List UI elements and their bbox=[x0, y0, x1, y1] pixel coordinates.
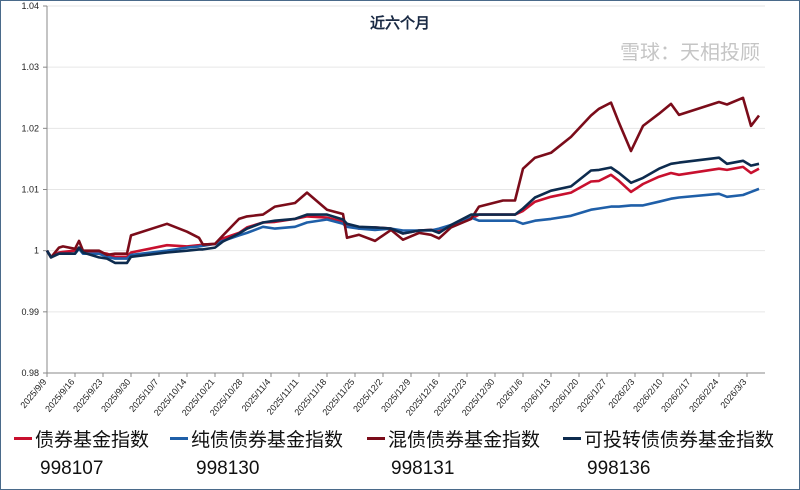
series-line bbox=[45, 165, 760, 259]
legend-label: 纯债债券基金指数 bbox=[191, 429, 344, 451]
series-code: 998131 bbox=[391, 458, 455, 479]
legend-swatch bbox=[14, 437, 32, 440]
legend: 债券基金指数 纯债债券基金指数 混债债券基金指数 可投转债债券基金指数 bbox=[0, 425, 800, 455]
legend-item-mixed-bond: 混债债券基金指数 bbox=[367, 425, 540, 452]
series-line bbox=[45, 96, 761, 259]
chart-title: 近六个月 bbox=[370, 14, 430, 32]
series-code: 998107 bbox=[40, 458, 104, 479]
series-code: 998130 bbox=[196, 458, 260, 479]
x-tick-label: 2026/3/3 bbox=[718, 377, 748, 410]
line-chart: 近六个月 0.980.9911.011.021.031.042025/9/920… bbox=[18, 1, 765, 418]
legend-item-bond: 债券基金指数 bbox=[14, 425, 149, 452]
watermark: 雪球：天相投顾 bbox=[620, 40, 760, 64]
legend-label: 债券基金指数 bbox=[35, 429, 150, 451]
legend-item-pure-bond: 纯债债券基金指数 bbox=[170, 425, 343, 452]
legend-swatch bbox=[170, 437, 188, 440]
x-tick-label: 2026/1/27 bbox=[575, 377, 608, 414]
legend-item-convertible: 可投转债债券基金指数 bbox=[563, 425, 774, 452]
y-tick-label: 1.02 bbox=[21, 123, 39, 133]
legend-label: 可投转债债券基金指数 bbox=[584, 429, 775, 451]
y-tick-label: 0.98 bbox=[21, 368, 39, 378]
series-line bbox=[45, 187, 760, 260]
y-tick-label: 1.01 bbox=[21, 185, 39, 195]
series-line bbox=[45, 156, 760, 265]
x-tick-label: 2026/2/24 bbox=[687, 377, 720, 414]
series-code: 998136 bbox=[587, 458, 651, 479]
y-tick-label: 1 bbox=[34, 246, 39, 256]
y-tick-label: 1.03 bbox=[21, 62, 39, 72]
y-tick-label: 0.99 bbox=[21, 307, 39, 317]
legend-label: 混债债券基金指数 bbox=[388, 429, 541, 451]
legend-swatch bbox=[563, 437, 581, 440]
y-tick-label: 1.04 bbox=[21, 1, 39, 11]
legend-swatch bbox=[367, 437, 385, 440]
